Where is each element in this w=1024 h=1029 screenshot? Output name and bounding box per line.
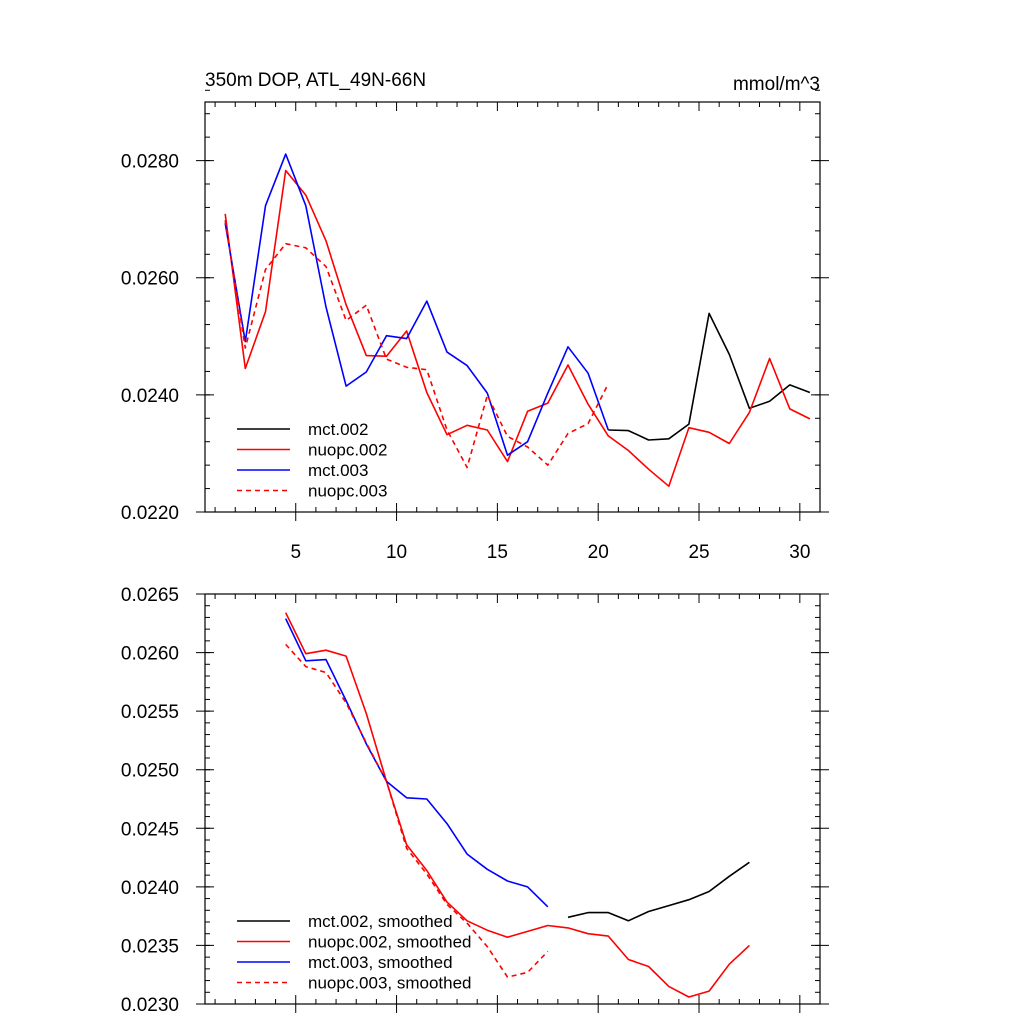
legend-label: nuopc.003, smoothed	[308, 974, 472, 993]
x-tick-label: 5	[290, 542, 301, 563]
y-tick-label: 0.0230	[121, 995, 179, 1016]
series-line-mct-002	[608, 312, 811, 441]
x-tick-label: 25	[688, 542, 709, 563]
chart-panel-1: 5 10 15 20 25 30 0.0220 0.0240 0.0260 0.0280 350m …	[121, 70, 829, 563]
legend-label: mct.002	[308, 420, 368, 439]
x-tick-label: 10	[386, 542, 407, 563]
series-line-nuopc-003-smoothed	[285, 643, 549, 978]
y-tick-label: 0.0235	[121, 936, 179, 957]
y-tick-label: 0.0260	[121, 269, 179, 290]
series-line-nuopc-003	[224, 220, 610, 469]
series-line-mct-002-smoothed	[567, 861, 750, 922]
x-tick-label: 30	[789, 542, 810, 563]
y-tick-label: 0.0250	[121, 761, 179, 782]
legend-label: nuopc.003	[308, 482, 387, 501]
legend-label: nuopc.002, smoothed	[308, 933, 472, 952]
x-tick-label: 20	[588, 542, 609, 563]
legend-label: mct.003, smoothed	[308, 953, 453, 972]
legend-label: nuopc.002	[308, 441, 387, 460]
y-tick-label: 0.0265	[121, 585, 179, 606]
plot-frame	[204, 593, 821, 1005]
y-tick-label: 0.0245	[121, 819, 179, 840]
x-tick-label: 15	[487, 542, 508, 563]
plot-frame	[204, 101, 821, 513]
y-tick-label: 0.0240	[121, 878, 179, 899]
y-tick-label: 0.0255	[121, 702, 179, 723]
legend-label: mct.003	[308, 461, 368, 480]
series-line-mct-003-smoothed	[284, 618, 549, 908]
series-line-nuopc-002	[224, 169, 811, 488]
chart-title: 350m DOP, ATL_49N-66N	[205, 70, 426, 91]
y-tick-label: 0.0280	[121, 152, 179, 173]
series-line-mct-003	[224, 153, 610, 457]
series-line-nuopc-002-smoothed	[284, 612, 750, 998]
units-label: mmol/m^3	[733, 74, 820, 95]
y-tick-label: 0.0220	[121, 503, 179, 524]
y-tick-label: 0.0260	[121, 644, 179, 665]
chart-panel-2: 0.0230 0.0235 0.0240 0.0245 0.0250 0.0255 0.02…	[121, 585, 829, 1016]
legend-label: mct.002, smoothed	[308, 912, 453, 931]
y-tick-label: 0.0240	[121, 386, 179, 407]
